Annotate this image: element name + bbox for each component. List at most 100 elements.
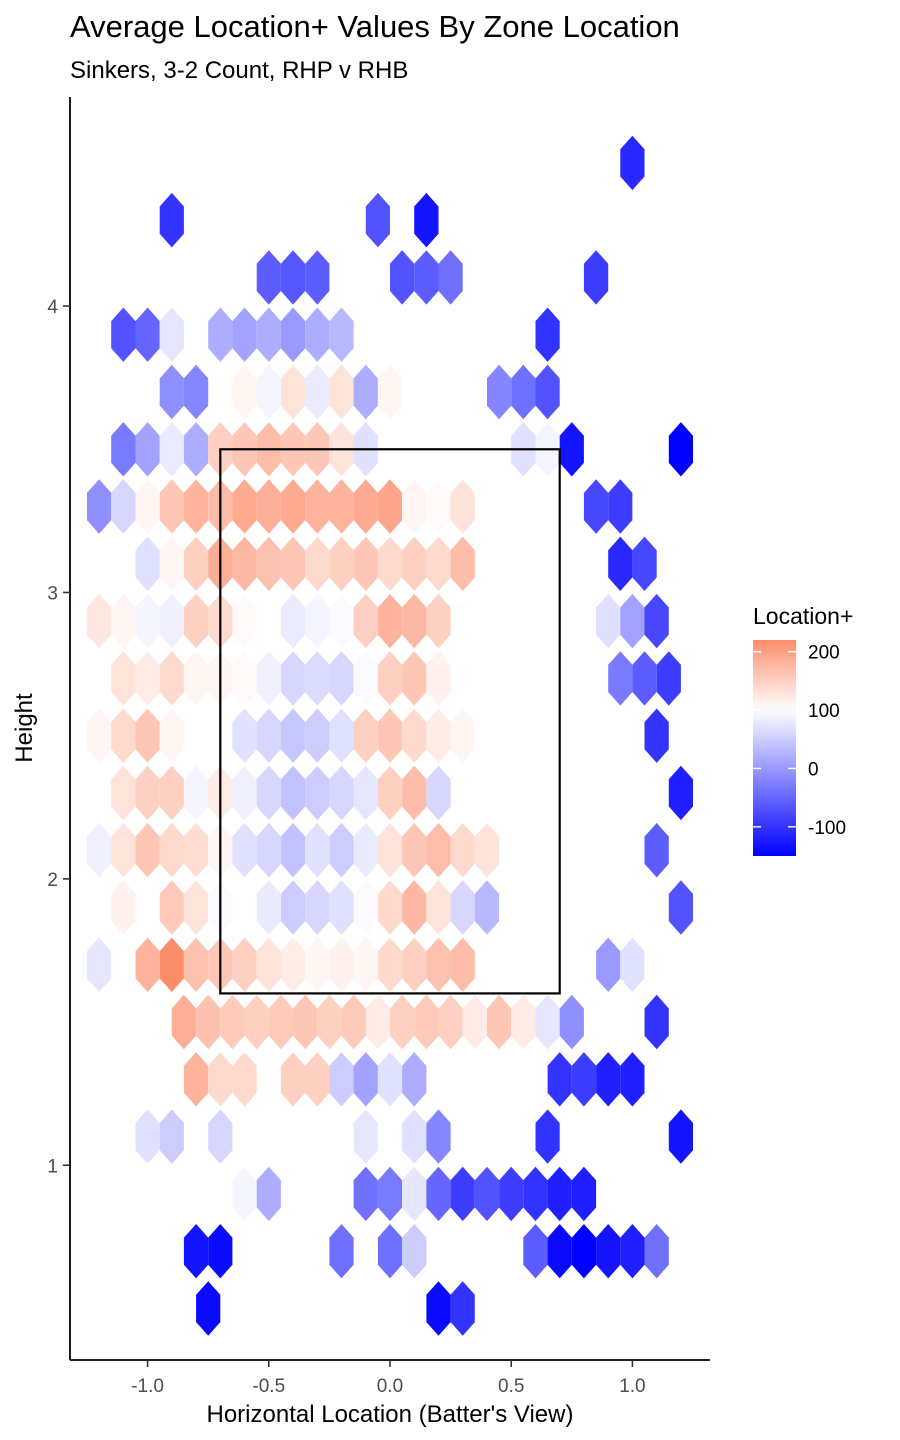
hex-bin — [256, 765, 281, 821]
hex-bin — [111, 651, 136, 706]
hex-bin — [353, 593, 378, 649]
hex-bin — [377, 937, 403, 992]
hex-bin — [183, 593, 209, 649]
hex-bin — [353, 880, 378, 935]
hex-bin — [608, 651, 633, 706]
hex-bin — [474, 1166, 500, 1222]
hex-bin — [329, 765, 354, 821]
hex-bin — [305, 479, 330, 534]
hex-bin — [329, 937, 354, 992]
hex-bin — [487, 994, 512, 1050]
hex-bin — [183, 651, 209, 706]
hex-bin — [353, 937, 378, 992]
hex-bin — [256, 536, 281, 591]
hex-bin — [305, 937, 330, 992]
hex-bin — [644, 1224, 669, 1279]
hex-bin — [450, 479, 475, 534]
hex-bin — [159, 536, 184, 591]
hex-bin — [596, 593, 621, 649]
hex-bin — [111, 765, 136, 821]
hex-bin — [183, 708, 209, 763]
hex-bin — [329, 823, 354, 878]
hex-bin — [402, 1166, 427, 1222]
hex-bin — [402, 708, 427, 763]
hex-bin — [305, 307, 330, 362]
hex-bin — [329, 536, 354, 591]
y-axis-title: Height — [11, 693, 38, 763]
legend-tick-label: 0 — [808, 759, 819, 780]
hex-bin — [499, 1166, 524, 1222]
legend-tick-label: 100 — [808, 701, 840, 722]
hex-bin — [596, 937, 621, 992]
hex-bin — [402, 1052, 427, 1107]
hex-bin — [111, 422, 136, 477]
hex-bin — [620, 1224, 645, 1279]
hex-bin — [353, 1052, 378, 1107]
hex-bin — [511, 364, 536, 420]
hex-bin — [474, 823, 500, 878]
hex-bin — [183, 479, 209, 534]
hex-bin — [426, 1281, 451, 1336]
hex-bin — [135, 880, 160, 935]
hex-bin — [377, 536, 403, 591]
hex-bin — [183, 765, 209, 821]
hex-bin — [232, 937, 257, 992]
hex-bin — [87, 937, 112, 992]
hex-bin — [547, 1224, 572, 1279]
hex-bin — [353, 765, 378, 821]
hex-bin — [450, 536, 475, 591]
legend-tick-label: -100 — [808, 818, 846, 839]
hex-bin — [135, 937, 160, 992]
x-axis-title: Horizontal Location (Batter's View) — [207, 1401, 574, 1428]
hex-bin — [620, 135, 645, 191]
hex-bin — [450, 937, 475, 992]
hex-bin — [135, 536, 160, 591]
hex-bin — [256, 479, 281, 534]
hex-bin — [232, 364, 257, 420]
hex-bin — [426, 593, 451, 649]
hex-bin — [377, 1224, 403, 1279]
hex-bin — [341, 994, 366, 1050]
hex-bin — [280, 765, 306, 821]
hex-bin — [559, 422, 584, 477]
legend-colorbar — [753, 640, 796, 856]
hex-bin — [305, 1052, 330, 1107]
hex-bin — [280, 1052, 306, 1107]
hex-bin — [414, 250, 439, 305]
hex-bin — [402, 1109, 427, 1164]
hex-bin — [135, 708, 160, 763]
hex-bin — [353, 364, 378, 420]
hex-bin — [668, 422, 693, 477]
hex-bin — [159, 307, 184, 362]
hex-bin — [390, 250, 415, 305]
hex-bin — [353, 1109, 378, 1164]
hex-bin — [159, 364, 184, 420]
hex-bin — [596, 1052, 621, 1107]
hex-bin — [329, 1052, 354, 1107]
y-tick-label: 3 — [47, 583, 58, 604]
hex-bin — [268, 994, 293, 1050]
hex-bin — [632, 651, 657, 706]
hex-bin — [232, 1166, 257, 1222]
hex-bin — [280, 307, 306, 362]
hex-bin — [668, 765, 693, 821]
hex-bin — [305, 708, 330, 763]
hex-bin — [571, 1166, 597, 1222]
hex-bin — [535, 307, 560, 362]
hexbin-layer — [87, 135, 693, 1336]
hex-bin — [159, 1109, 184, 1164]
hex-bin — [377, 1052, 403, 1107]
hex-bin — [135, 1109, 160, 1164]
hex-bin — [183, 1224, 209, 1279]
chart-subtitle: Sinkers, 3-2 Count, RHP v RHB — [70, 57, 408, 84]
y-tick-label: 4 — [47, 297, 58, 318]
hex-bin — [256, 880, 281, 935]
hex-bin — [353, 1166, 378, 1222]
hex-bin — [208, 1224, 233, 1279]
hex-bin — [377, 364, 403, 420]
x-tick-label: -0.5 — [252, 1376, 285, 1397]
hex-bin — [256, 823, 281, 878]
hex-bin — [365, 192, 390, 248]
hex-bin — [305, 823, 330, 878]
